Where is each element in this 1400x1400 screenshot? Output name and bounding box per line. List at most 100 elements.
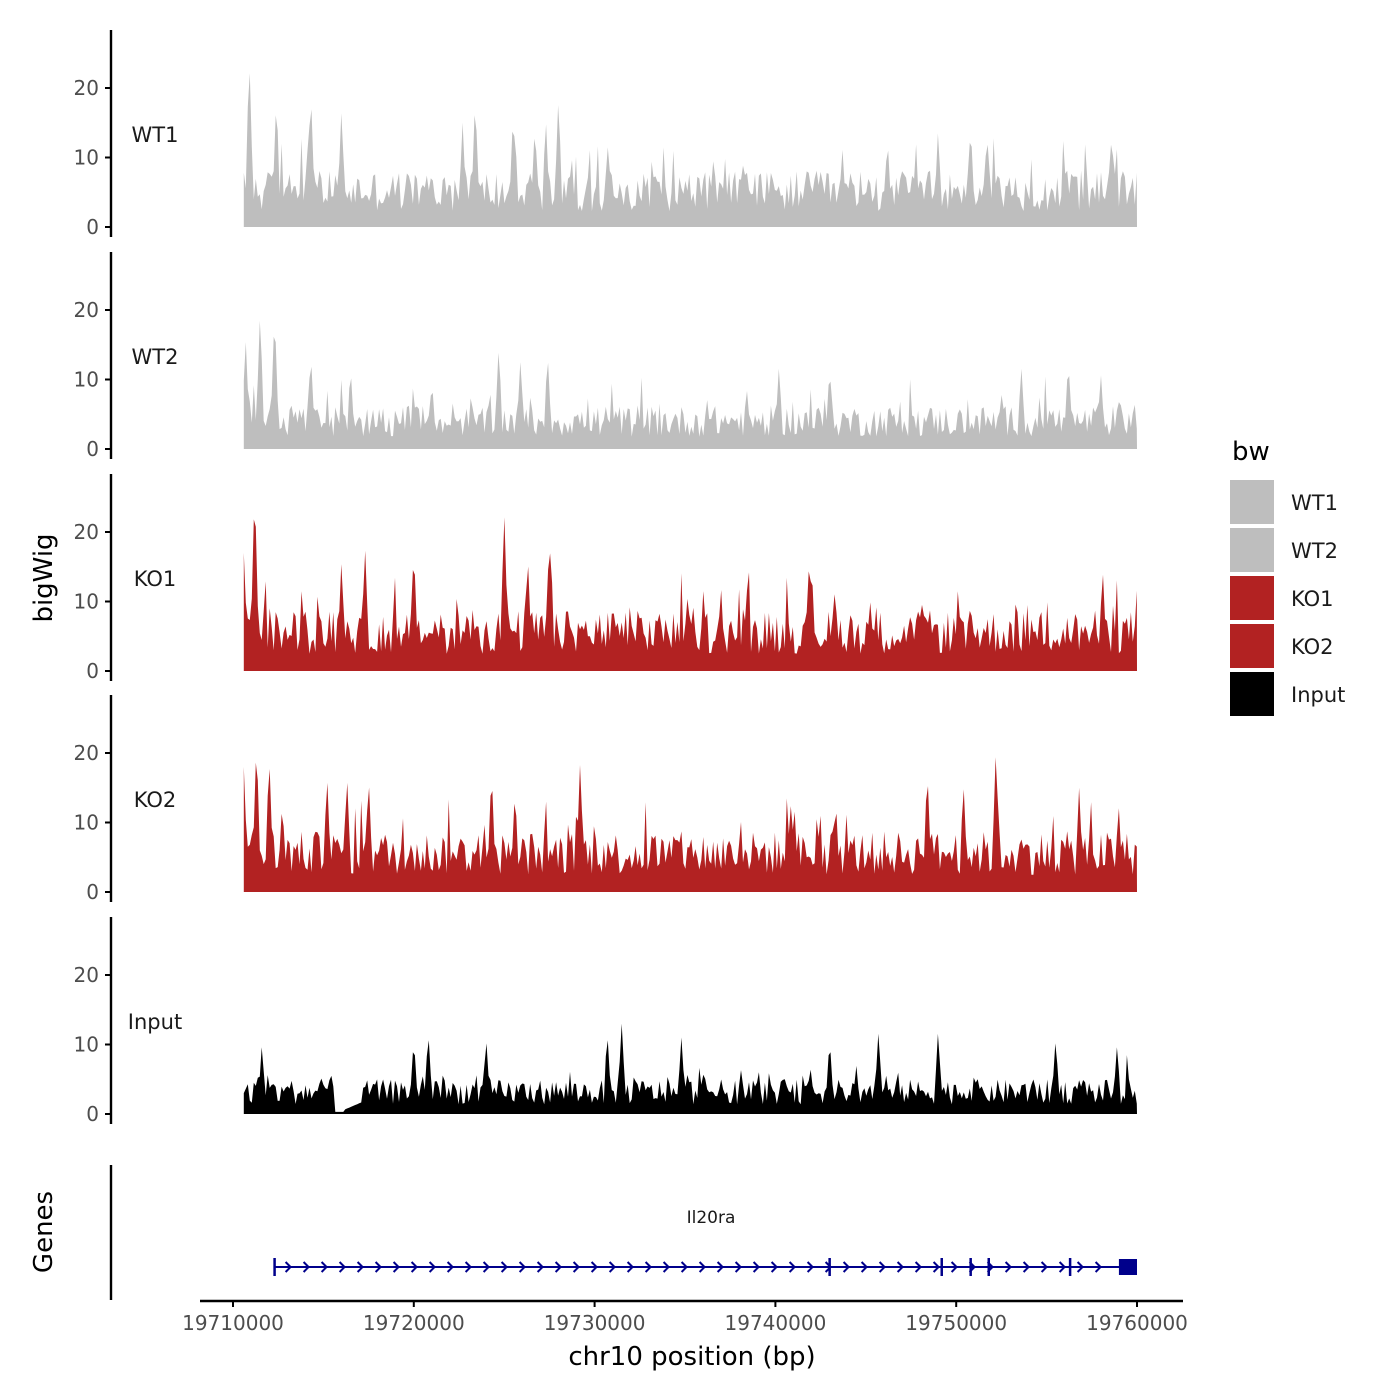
strand-arrow [752, 1261, 760, 1273]
legend-swatch [1230, 528, 1274, 572]
exon-block [1118, 1259, 1137, 1275]
strand-arrow [1094, 1261, 1102, 1273]
legend-label: WT2 [1291, 539, 1338, 563]
strand-arrow [374, 1261, 382, 1273]
track-ko1: 0 10 20 KO1 [74, 474, 1138, 683]
y-tick-label: 0 [86, 880, 99, 904]
strand-arrow [518, 1261, 526, 1273]
strand-arrow [302, 1261, 310, 1273]
strand-arrow [590, 1261, 598, 1273]
strand-arrow [716, 1261, 724, 1273]
strand-arrow [356, 1261, 364, 1273]
strand-arrow [410, 1261, 418, 1273]
x-axis: 19710000 19720000 19730000 19740000 19750000… [182, 1299, 1188, 1335]
track-label: KO2 [134, 788, 177, 812]
x-ticks: 19710000 19720000 19730000 19740000 19750000… [182, 1301, 1188, 1335]
strand-arrow [446, 1261, 454, 1273]
track-label: WT1 [132, 123, 179, 147]
strand-arrow [536, 1261, 544, 1273]
x-axis-title: chr10 position (bp) [568, 1342, 815, 1372]
strand-arrow [734, 1261, 742, 1273]
legend-swatch [1230, 576, 1274, 620]
strand-arrow [338, 1261, 346, 1273]
strand-arrow [644, 1261, 652, 1273]
strand-arrow [1040, 1261, 1048, 1273]
gene-name-label: Il20ra [687, 1208, 736, 1228]
y-tick-label: 0 [86, 437, 99, 461]
strand-arrow [572, 1261, 580, 1273]
strand-arrow [680, 1261, 688, 1273]
legend-label: Input [1291, 683, 1345, 707]
strand-arrow [806, 1261, 814, 1273]
y-tick-label: 10 [74, 811, 99, 835]
strand-arrow [482, 1261, 490, 1273]
strand-arrow [770, 1261, 778, 1273]
strand-arrow [698, 1261, 706, 1273]
track-input: 0 10 20 Input [74, 917, 1138, 1126]
y-tick-label: 10 [74, 368, 99, 392]
strand-arrow [554, 1261, 562, 1273]
track-area-ko2 [243, 757, 1138, 892]
x-tick-label: 19730000 [544, 1311, 646, 1335]
strand-arrow [428, 1261, 436, 1273]
track-ko2: 0 10 20 KO2 [74, 695, 1138, 904]
x-tick-label: 19750000 [905, 1311, 1007, 1335]
y-tick-label: 20 [74, 963, 99, 987]
strand-arrow [896, 1261, 904, 1273]
y-tick-label: 0 [86, 1102, 99, 1126]
y-tick-label: 10 [74, 1033, 99, 1057]
strand-arrow [914, 1261, 922, 1273]
track-area-ko1 [243, 517, 1138, 671]
y-tick-label: 20 [74, 741, 99, 765]
y-axis-title: bigWig [29, 533, 59, 622]
gene-model [273, 1258, 1137, 1276]
x-tick-label: 19720000 [363, 1311, 465, 1335]
track-wt1: 0 10 20 WT1 [74, 30, 1138, 239]
track-area-wt1 [243, 73, 1138, 227]
strand-arrow [1004, 1261, 1012, 1273]
legend-swatch [1230, 624, 1274, 668]
track-label: Input [128, 1010, 182, 1034]
strand-arrow [1022, 1261, 1030, 1273]
legend-swatch [1230, 480, 1274, 524]
track-area-input [243, 1023, 1138, 1114]
y-tick-label: 10 [74, 146, 99, 170]
y-tick-label: 0 [86, 659, 99, 683]
strand-arrow [392, 1261, 400, 1273]
track-area-wt2 [243, 320, 1138, 449]
legend-entries: WT1 WT2 KO1 KO2 Input [1230, 480, 1345, 716]
strand-arrow [626, 1261, 634, 1273]
legend: bw WT1 WT2 KO1 KO2 Input [1230, 437, 1345, 716]
strand-arrow [662, 1261, 670, 1273]
strand-arrow [500, 1261, 508, 1273]
tracks-area: 0 10 20 WT1 0 10 20 WT2 0 10 20 KO1 0 10 20 KO2 0 10 20 Inp… [74, 30, 1138, 1126]
strand-arrow [932, 1261, 940, 1273]
track-label: KO1 [134, 567, 177, 591]
genes-axis-title: Genes [29, 1191, 59, 1273]
y-tick-label: 10 [74, 590, 99, 614]
track-label: WT2 [132, 345, 179, 369]
strand-arrow [788, 1261, 796, 1273]
strand-arrow [284, 1261, 292, 1273]
track-wt2: 0 10 20 WT2 [74, 252, 1138, 461]
genes-panel: Il20ra [109, 1165, 1137, 1300]
legend-title: bw [1232, 437, 1270, 467]
legend-label: WT1 [1291, 491, 1338, 515]
strand-arrow [1076, 1261, 1084, 1273]
strand-arrow [464, 1261, 472, 1273]
strand-arrow [608, 1261, 616, 1273]
y-tick-label: 20 [74, 76, 99, 100]
x-tick-label: 19760000 [1086, 1311, 1188, 1335]
x-tick-label: 19710000 [182, 1311, 284, 1335]
strand-arrow [878, 1261, 886, 1273]
strand-arrow [842, 1261, 850, 1273]
strand-arrow [950, 1261, 958, 1273]
x-tick-label: 19740000 [725, 1311, 827, 1335]
y-tick-label: 20 [74, 298, 99, 322]
y-tick-label: 20 [74, 520, 99, 544]
y-tick-label: 0 [86, 215, 99, 239]
legend-label: KO2 [1291, 635, 1334, 659]
strand-arrow [320, 1261, 328, 1273]
strand-arrow [860, 1261, 868, 1273]
